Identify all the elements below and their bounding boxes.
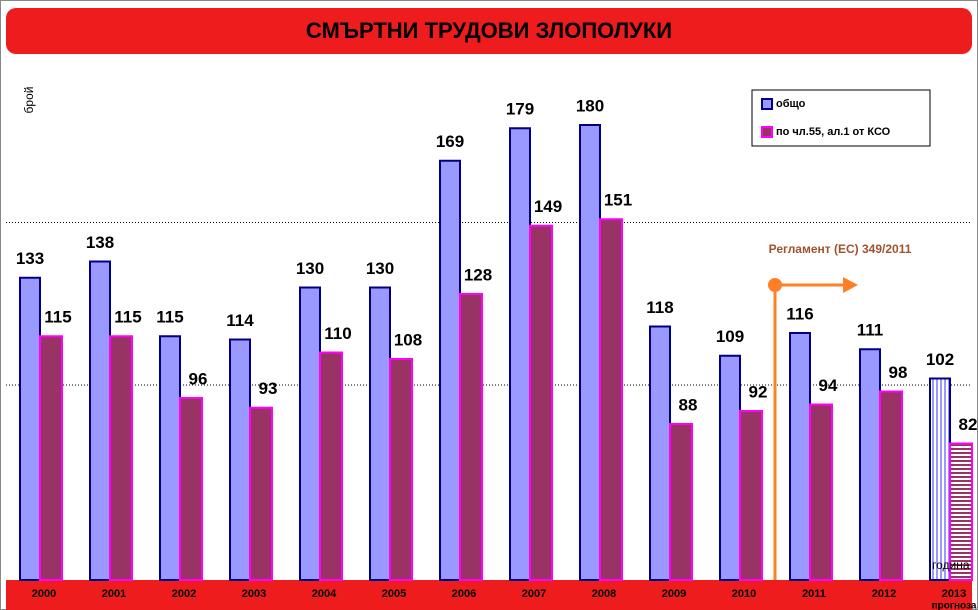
bar [299,286,321,581]
data-label: 118 [646,298,673,317]
data-label: 115 [44,308,71,327]
data-label: 96 [189,369,208,388]
data-label: 94 [819,376,838,395]
x-tick-label: 2006 [452,588,476,600]
legend-swatch [761,126,773,138]
bar [439,159,461,581]
data-label: 116 [786,304,813,323]
y-axis-label: брой [22,87,36,114]
title-band [6,8,972,54]
bar [39,335,63,581]
bar [529,224,553,581]
bar [319,351,343,581]
data-label: 88 [679,395,698,414]
bar [929,377,951,581]
legend-label: общо [776,98,806,110]
bar [369,286,391,581]
arrow-head [843,277,858,293]
bar [159,335,181,581]
bar [859,348,881,581]
bar [789,332,811,581]
x-tick-label: 2000 [32,588,56,600]
chart-title: СМЪРТНИ ТРУДОВИ ЗЛОПОЛУКИ [306,18,672,43]
data-label: 93 [259,379,278,398]
bar [669,423,693,581]
data-label: 82 [959,415,978,434]
bar [179,397,203,581]
bar [579,124,601,581]
legend [751,89,931,147]
data-label: 149 [534,197,562,216]
bar [949,442,973,581]
bar [19,276,41,581]
data-label: 115 [156,308,183,327]
x-tick-label: 2012 [872,588,896,600]
x-tick-label: 2007 [522,588,546,600]
x-tick-label: 2004 [312,588,337,600]
data-label: 110 [324,324,351,343]
legend-items: общо по чл.55, ал.1 от КСО [761,98,891,138]
bar [649,325,671,581]
annotation-dot [768,278,782,292]
data-label: 102 [926,350,954,369]
data-label: 108 [394,330,422,349]
x-tick-label: 2005 [382,588,406,600]
data-label: 151 [604,191,632,210]
bar [89,260,111,581]
legend-label: по чл.55, ал.1 от КСО [776,126,891,138]
bar [249,406,273,581]
plot: 2000 133 115 2001 138 115 2002 115 96 2003 114 93 20… [6,96,977,610]
bar [509,127,531,581]
data-label: 111 [857,321,884,340]
bar [879,390,903,581]
data-label: 114 [226,311,254,330]
data-label: 138 [86,233,114,252]
bar [739,410,763,581]
x-tick-label: 2009 [662,588,686,600]
data-label: 92 [749,382,768,401]
x-tick-label: 2002 [172,588,196,600]
data-label: 179 [506,100,534,119]
bar [229,338,251,581]
data-label: 180 [576,96,604,115]
x-tick-label: 2001 [102,588,126,600]
bar [599,218,623,581]
bar [719,354,741,581]
data-label: 133 [16,249,44,268]
forecast-label: прогноза [932,601,977,610]
data-label: 115 [114,308,141,327]
x-tick-label: 2011 [802,588,826,600]
x-tick-label: 2008 [592,588,616,600]
x-band [6,580,972,610]
annotation: Регламент (ЕС) 349/2011 [769,242,912,256]
data-label: 130 [366,259,394,278]
legend-swatch [761,98,773,110]
bar [809,403,833,581]
data-label: 128 [464,265,492,284]
bar [459,293,483,581]
bar [109,335,133,581]
data-label: 169 [436,132,464,151]
bar [389,358,413,581]
data-label: 98 [889,363,908,382]
x-tick-label: 2003 [242,588,266,600]
x-axis-label: година [932,558,970,572]
data-label: 109 [716,327,744,346]
data-label: 130 [296,259,324,278]
x-tick-label: 2010 [732,588,756,600]
x-tick-label: 2013 [942,588,966,600]
